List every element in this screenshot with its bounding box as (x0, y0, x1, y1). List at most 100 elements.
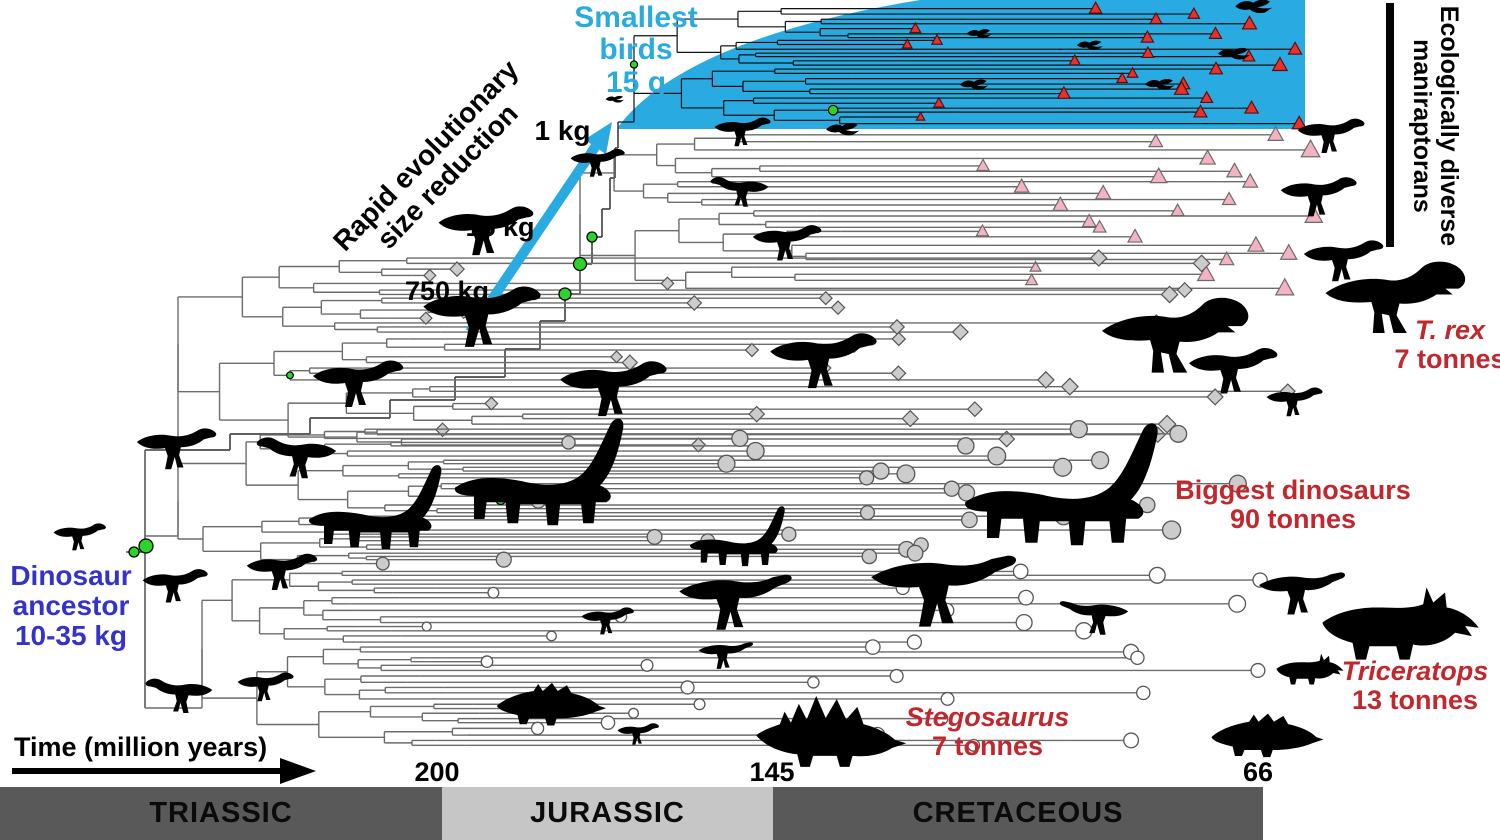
tip-marker-theropods (1206, 388, 1224, 406)
silhouette-theropod-icon (313, 360, 404, 407)
maniraptoran-bracket-bar (1386, 3, 1394, 247)
tip-marker-sauropodomorphs (561, 435, 576, 450)
silhouette-theropod-icon (237, 672, 294, 702)
tip-marker-maniraptorans (975, 158, 991, 172)
trex-name: T. rex (1414, 315, 1486, 345)
tip-marker-birds (1291, 115, 1308, 130)
tip-marker-theropods (1060, 377, 1079, 396)
rate-shift-node (138, 538, 154, 554)
tip-marker-ornithischians (628, 707, 640, 719)
tip-marker-maniraptorans (1148, 133, 1164, 148)
tip-marker-birds (915, 111, 926, 121)
silhouette-bird-icon (966, 29, 992, 39)
tip-marker-ornithischians (530, 721, 545, 736)
tip-marker-ornithischians (889, 668, 904, 684)
tip-marker-birds (1187, 6, 1201, 19)
clade-ornithischians (145, 563, 1268, 752)
tip-marker-ornithischians (680, 680, 695, 695)
tip-marker-theropods (1192, 254, 1211, 273)
tip-marker-maniraptorans (1300, 138, 1321, 158)
silhouette-bird-icon (605, 95, 625, 103)
tip-marker-maniraptorans (1241, 172, 1259, 188)
tip-marker-birds (1199, 90, 1214, 104)
rate-shift-node (586, 231, 598, 243)
tip-marker-maniraptorans (1094, 184, 1112, 200)
silhouette-ankylosaur-icon (496, 682, 607, 726)
tip-marker-birds (1287, 41, 1303, 55)
tip-marker-sauropodomorphs (858, 470, 875, 486)
tip-marker-theropods (1036, 370, 1055, 389)
time-tick-145: 145 (749, 757, 795, 787)
silhouette-theropod-icon (1188, 348, 1278, 394)
tip-marker-maniraptorans (1149, 166, 1168, 184)
trex-label: T. rex 7 tonnes (1385, 315, 1500, 375)
tip-marker-maniraptorans (1218, 250, 1235, 266)
tip-marker-birds (1243, 99, 1260, 114)
rate-shift-node (827, 104, 839, 116)
tip-marker-maniraptorans (1051, 196, 1069, 212)
silhouette-theropod-icon (136, 428, 217, 470)
tip-marker-sauropodomorphs (861, 548, 878, 565)
tip-marker-ornithischians (807, 675, 820, 689)
time-tick-200: 200 (414, 757, 460, 787)
silhouette-theropod-icon (438, 206, 534, 256)
tip-marker-theropods (818, 290, 833, 306)
silhouette-bird-icon (1218, 47, 1251, 60)
tip-marker-theropods (690, 437, 707, 453)
tip-marker-theropods (901, 409, 920, 428)
tip-marker-birds (1149, 11, 1163, 25)
silhouette-theropod-icon (53, 523, 106, 551)
tip-marker-maniraptorans (1126, 228, 1144, 243)
tip-marker-maniraptorans (975, 223, 990, 237)
silhouette-theropod-icon (142, 569, 208, 603)
silhouette-theropod-icon (714, 117, 771, 147)
tip-marker-theropods (423, 268, 437, 283)
silhouette-theropod-icon (423, 286, 541, 347)
silhouette-theropod-icon (1297, 118, 1365, 154)
tip-marker-theropods (686, 294, 703, 311)
tip-marker-theropods (1160, 285, 1179, 304)
silhouette-trex-icon (1325, 261, 1466, 334)
tip-marker-birds (909, 21, 922, 34)
stegosaurus-label: Stegosaurus 7 tonnes (905, 702, 1070, 762)
tip-marker-sauropodomorphs (1228, 474, 1247, 493)
silhouette-theropod-icon (1303, 240, 1384, 282)
tip-marker-sauropodomorphs (1069, 419, 1088, 439)
tip-marker-birds (1173, 80, 1190, 95)
silhouette-bird-icon (1235, 0, 1273, 14)
time-axis-arrowhead (280, 758, 316, 784)
tip-marker-maniraptorans (1267, 125, 1285, 141)
biggest-dinosaurs-label: Biggest dinosaurs 90 tonnes (1175, 475, 1411, 535)
tip-marker-ornithischians (1075, 622, 1093, 640)
tip-marker-theropods (609, 350, 624, 364)
tip-marker-ornithischians (600, 715, 616, 730)
tip-marker-birds (1056, 85, 1072, 99)
mass-15kg-label: 15 kg (465, 212, 535, 242)
silhouette-trex-icon (1102, 297, 1249, 373)
rate-shift-node (558, 287, 572, 301)
tip-marker-theropods (890, 365, 907, 382)
silhouettes (53, 0, 1479, 767)
tip-marker-theropods (660, 276, 675, 291)
period-bar-cretaceous: CRETACEOUS (773, 787, 1263, 840)
tip-marker-sauropodomorphs (375, 556, 390, 571)
silhouette-theropod-icon (1280, 177, 1357, 217)
trex-mass: 7 tonnes (1394, 344, 1500, 375)
rate-shift-node (128, 546, 140, 558)
tip-marker-sauropodomorphs (957, 484, 976, 502)
tip-marker-sauropodomorphs (872, 462, 890, 480)
tip-marker-sauropodomorphs (896, 464, 916, 484)
tip-marker-maniraptorans (1198, 149, 1217, 165)
silhouette-ankylosaur-icon (1211, 713, 1324, 758)
tip-marker-theropods (1176, 281, 1193, 299)
tip-marker-sauropodomorphs (859, 505, 876, 521)
silhouette-theropod-icon (617, 723, 659, 745)
silhouette-theropod-icon (752, 225, 822, 261)
tip-marker-maniraptorans (1024, 272, 1039, 286)
tip-marker-birds (1088, 0, 1103, 14)
tip-marker-ornithischians (1136, 685, 1151, 701)
smallest-birds-label: Smallest birds 15 g (558, 1, 714, 99)
tip-marker-birds (1208, 26, 1223, 39)
